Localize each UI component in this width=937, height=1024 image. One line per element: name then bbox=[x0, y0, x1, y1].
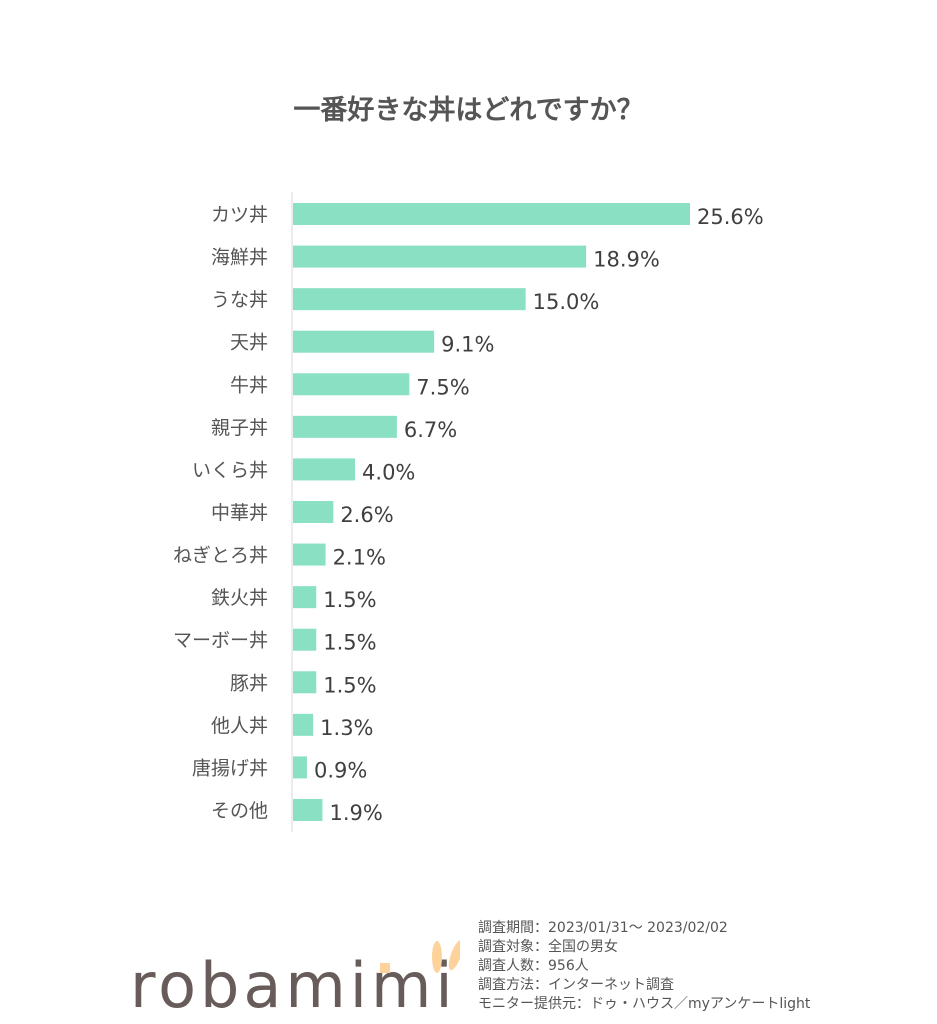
logo-ear bbox=[448, 939, 460, 971]
bar bbox=[293, 330, 435, 353]
category-label: カツ丼 bbox=[211, 204, 268, 226]
category-label: 親子丼 bbox=[211, 417, 268, 439]
category-label: その他 bbox=[211, 800, 268, 822]
bar bbox=[293, 671, 317, 694]
category-label: いくら丼 bbox=[192, 459, 268, 481]
bar bbox=[293, 586, 317, 609]
data-label: 2.6% bbox=[340, 503, 393, 527]
data-label: 0.9% bbox=[314, 758, 367, 782]
bar bbox=[293, 798, 323, 821]
data-label: 1.9% bbox=[329, 801, 382, 825]
data-label: 1.5% bbox=[323, 631, 376, 655]
data-label: 4.0% bbox=[362, 460, 415, 484]
category-label: 天丼 bbox=[230, 332, 268, 354]
data-label: 6.7% bbox=[404, 418, 457, 442]
note-line: モニター提供元：ドゥ・ハウス／myアンケートlight bbox=[478, 996, 811, 1012]
bar bbox=[293, 245, 587, 268]
data-label: 1.3% bbox=[320, 716, 373, 740]
bar-chart: カツ丼 25.6% 海鮮丼 18.9% うな丼 15.0% 天丼 9.1% 牛丼 7.5% 親子丼 6… bbox=[173, 192, 764, 832]
category-label: マーボー丼 bbox=[173, 630, 268, 652]
bar bbox=[293, 288, 526, 311]
category-label: 豚丼 bbox=[230, 672, 268, 694]
category-label: ねぎとろ丼 bbox=[173, 545, 268, 567]
note-line: 調査方法：インターネット調査 bbox=[478, 977, 674, 993]
bar bbox=[293, 373, 410, 396]
note-line: 調査期間：2023/01/31～ 2023/02/02 bbox=[478, 920, 728, 936]
note-line: 調査対象：全国の男女 bbox=[478, 939, 618, 955]
bar bbox=[293, 628, 317, 651]
category-label: 他人丼 bbox=[211, 715, 268, 737]
data-label: 18.9% bbox=[593, 248, 660, 272]
data-label: 15.0% bbox=[533, 290, 600, 314]
chart-title: 一番好きな丼はどれですか？ bbox=[293, 95, 644, 126]
note-line: 調査人数：956人 bbox=[478, 958, 589, 974]
logo-dot bbox=[380, 963, 390, 973]
data-label: 1.5% bbox=[323, 673, 376, 697]
survey-notes: 調査期間：2023/01/31～ 2023/02/02 調査対象：全国の男女 調… bbox=[478, 919, 810, 1014]
category-label: 牛丼 bbox=[230, 374, 268, 396]
data-label: 9.1% bbox=[441, 333, 494, 357]
bar bbox=[293, 203, 690, 225]
robamimi-logo: robamimi bbox=[130, 939, 460, 1015]
bar bbox=[293, 543, 326, 566]
bar bbox=[293, 713, 314, 736]
data-label: 7.5% bbox=[416, 375, 469, 399]
category-label: うな丼 bbox=[211, 289, 268, 311]
data-label: 2.1% bbox=[333, 546, 386, 570]
bar bbox=[293, 756, 307, 779]
data-label: 25.6% bbox=[697, 205, 764, 229]
logo-text: robamimi bbox=[130, 949, 457, 1015]
category-label: 唐揚げ丼 bbox=[192, 757, 268, 779]
category-label: 中華丼 bbox=[211, 502, 268, 524]
category-label: 海鮮丼 bbox=[211, 247, 268, 269]
logo-ear bbox=[432, 941, 442, 973]
bar bbox=[293, 458, 356, 481]
category-label: 鉄火丼 bbox=[211, 587, 268, 609]
bar bbox=[293, 415, 397, 438]
data-label: 1.5% bbox=[323, 588, 376, 612]
bar bbox=[293, 500, 334, 523]
